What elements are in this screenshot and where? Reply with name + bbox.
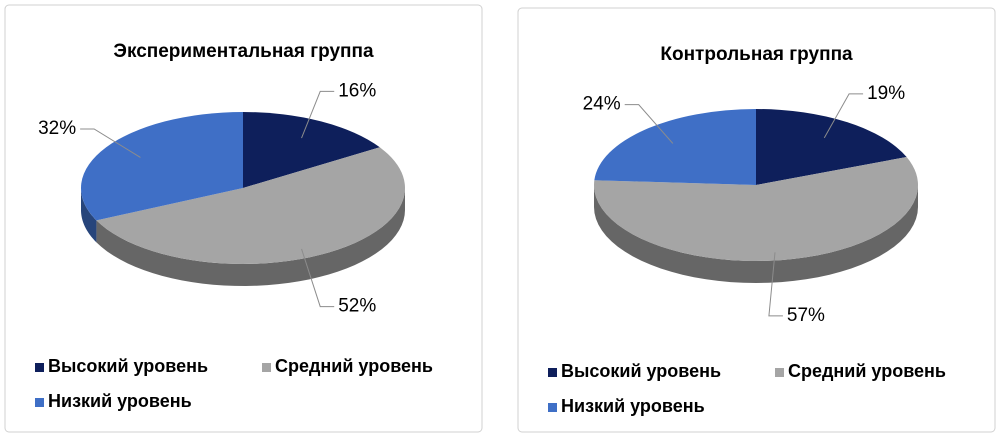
pie-side [81,188,97,243]
legend-label: Средний уровень [275,356,433,376]
chart-title: Экспериментальная группа [113,41,374,62]
data-label: 32% [38,118,76,139]
legend-label: Низкий уровень [48,391,192,411]
data-label: 16% [338,80,376,101]
legend-label: Высокий уровень [561,361,721,381]
legend-swatch [262,363,271,372]
legend-swatch [775,368,784,377]
leader-line [80,128,141,158]
pie-side [594,185,918,283]
pie-side [96,188,405,286]
leader-line [624,104,674,144]
legend-swatch [35,363,44,372]
data-label: 52% [338,296,376,317]
legend-label: Низкий уровень [561,396,705,416]
legend-swatch [548,403,557,412]
pie-slice [594,109,756,185]
legend-label: Средний уровень [788,361,946,381]
pie-slice [96,147,405,264]
leader-line [301,248,335,308]
data-label: 19% [867,83,905,104]
data-label: 57% [787,305,825,326]
leader-line [301,90,335,139]
pie-slice [80,112,244,221]
pie-slice [243,112,380,188]
pie-slice [594,157,918,261]
legend-label: Высокий уровень [48,356,208,376]
pie-slice [756,109,907,185]
leader-line [823,93,864,139]
data-label: 24% [583,94,621,115]
leader-line [768,252,783,317]
chart-title: Контрольная группа [660,44,853,65]
legend-swatch [35,398,44,407]
chart-panel: Экспериментальная группа 16% 52% 32% Высокий… [4,4,483,433]
chart-panel: Контрольная группа 19% 57% 24% Высокий урове… [517,7,996,433]
legend-swatch [548,368,557,377]
